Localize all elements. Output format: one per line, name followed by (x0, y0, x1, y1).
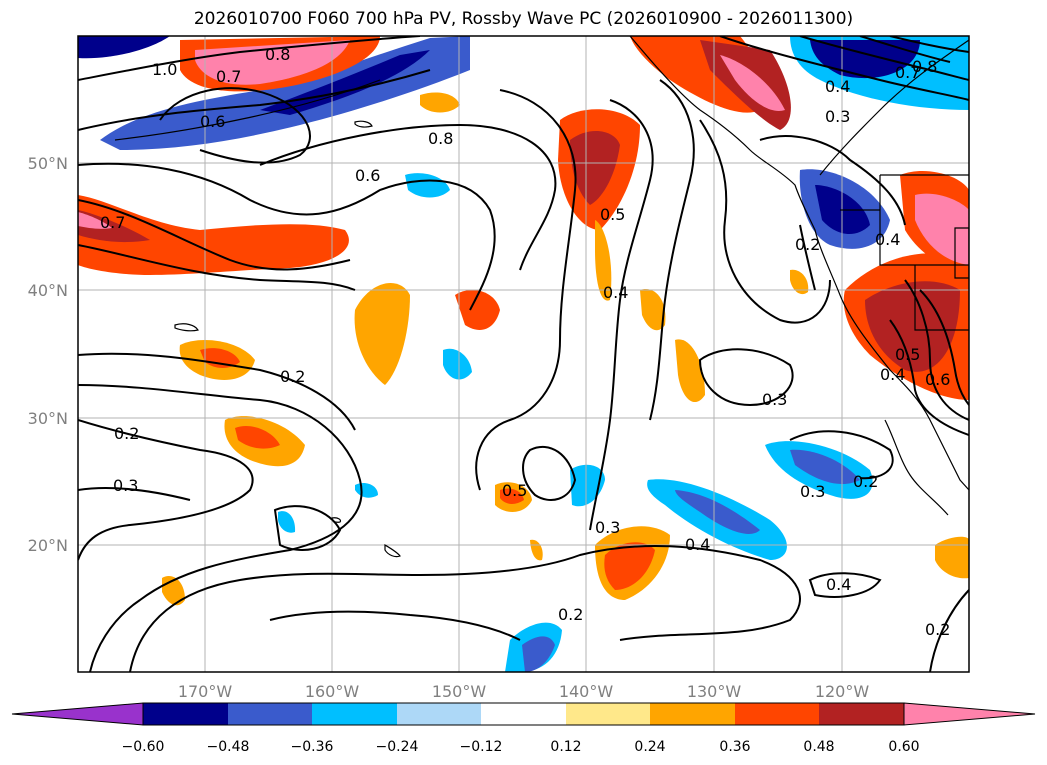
positive-anomaly-north-pacific-core (195, 40, 350, 85)
contour-label: 0.4 (825, 77, 850, 96)
positive-anomaly-pink-ak (720, 55, 785, 111)
colorbar-tick-label: 0.12 (550, 739, 581, 755)
colorbar-segment (481, 703, 566, 725)
positive-anomaly-147w-core (500, 488, 524, 504)
contour-label: 0.2 (853, 472, 878, 491)
chart-title: 2026010700 F060 700 hPa PV, Rossby Wave … (193, 9, 854, 29)
contour-label: 0.5 (895, 345, 920, 364)
colorbar-segment (566, 703, 650, 725)
positive-anomaly-140w-core (570, 130, 620, 205)
lon-label: 170°W (178, 682, 233, 701)
colorbar-tick-label: 0.36 (719, 739, 750, 755)
colorbar-tick-label: 0.60 (888, 739, 919, 755)
contour-label: 0.7 (895, 63, 920, 82)
contour-label: 0.3 (113, 476, 138, 495)
contour-label: 1.0 (152, 60, 177, 79)
contour-label: 0.4 (875, 230, 900, 249)
colorbar-tick-label: −0.12 (460, 739, 503, 755)
contour-label: 0.3 (800, 482, 825, 501)
contour-label: 0.8 (265, 45, 290, 64)
colorbar-extend-min (11, 702, 144, 726)
negative-anomaly-top-left (78, 36, 170, 59)
positive-anomaly-162w-core (235, 425, 280, 449)
negative-anomaly-168w (278, 511, 296, 533)
lat-label: 20°N (28, 536, 68, 555)
contour-label: 0.6 (925, 370, 950, 389)
lat-label: 30°N (28, 409, 68, 428)
colorbar-segment (143, 703, 228, 725)
contour-label: 0.2 (558, 605, 583, 624)
contour-label: 0.4 (685, 535, 710, 554)
positive-anomaly-150w-north (420, 92, 460, 113)
colorbar-tick-label: −0.36 (291, 739, 334, 755)
colorbar-tick-label: −0.60 (122, 739, 165, 755)
contour-label: 0.8 (428, 129, 453, 148)
negative-anomaly-144w-core (522, 636, 555, 672)
contour-label: 0.4 (880, 365, 905, 384)
shaded-anomalies (78, 36, 969, 672)
contour-label: 0.3 (595, 518, 620, 537)
colorbar-segment (650, 703, 735, 725)
contour-label: 0.2 (925, 620, 950, 639)
positive-anomaly-137w (640, 289, 666, 331)
positive-anomaly-west-band-core (78, 210, 150, 243)
colorbar-segment (397, 703, 481, 725)
negative-anomaly-150w (443, 348, 472, 380)
contour-label: 0.5 (502, 481, 527, 500)
positive-anomaly-155w (354, 283, 410, 385)
lat-label: 40°N (28, 281, 68, 300)
contour-labels: 1.0 0.7 0.8 0.6 0.8 0.6 0.7 0.2 0.2 0.3 … (100, 45, 950, 639)
colorbar-segment (312, 703, 397, 725)
positive-anomaly-140w-tail (595, 220, 612, 301)
lon-label: 130°W (687, 682, 742, 701)
lon-label: 150°W (432, 682, 487, 701)
colorbar-segment (735, 703, 819, 725)
contour-label: 0.5 (600, 205, 625, 224)
contour-label: 0.2 (280, 367, 305, 386)
contour-label: 0.4 (826, 575, 851, 594)
colorbar-tick-label: −0.48 (207, 739, 250, 755)
pv-contours (78, 36, 969, 672)
colorbar-tick-label: −0.24 (376, 739, 419, 755)
contour-label: 0.8 (912, 57, 937, 76)
positive-anomaly-california-core (865, 281, 960, 372)
lon-label: 160°W (305, 682, 360, 701)
contour-label: 0.6 (200, 112, 225, 131)
positive-anomaly-137w-south-core (604, 542, 655, 590)
colorbar: −0.60 −0.48 −0.36 −0.24 −0.12 0.12 0.24 … (11, 702, 1036, 755)
colorbar-tick-label: 0.48 (803, 739, 834, 755)
positive-anomaly-125w (790, 269, 809, 295)
contour-label: 0.3 (762, 390, 787, 409)
contour-label: 0.4 (603, 283, 628, 302)
lon-label: 120°W (815, 682, 870, 701)
contour-label: 0.7 (100, 213, 125, 232)
colorbar-tick-label: 0.24 (634, 739, 665, 755)
contour-label: 0.2 (114, 424, 139, 443)
contour-label: 0.3 (825, 107, 850, 126)
contour-label: 0.2 (795, 235, 820, 254)
positive-anomaly-west-band-pink (78, 212, 112, 229)
positive-anomaly-133w (675, 339, 705, 403)
positive-anomaly-baja (935, 536, 969, 579)
positive-anomaly-148w (455, 290, 500, 330)
map-frame (77, 35, 970, 673)
colorbar-segment (228, 703, 312, 725)
negative-anomaly-132w-core (675, 490, 760, 534)
negative-anomaly-152w (405, 173, 450, 198)
lat-label: 50°N (28, 154, 68, 173)
positive-anomaly-west-band (78, 195, 349, 275)
contour-label: 0.6 (355, 166, 380, 185)
colorbar-segment (819, 703, 904, 725)
colorbar-extend-max (903, 702, 1036, 726)
contour-label: 0.7 (216, 67, 241, 86)
lon-label: 140°W (559, 682, 614, 701)
